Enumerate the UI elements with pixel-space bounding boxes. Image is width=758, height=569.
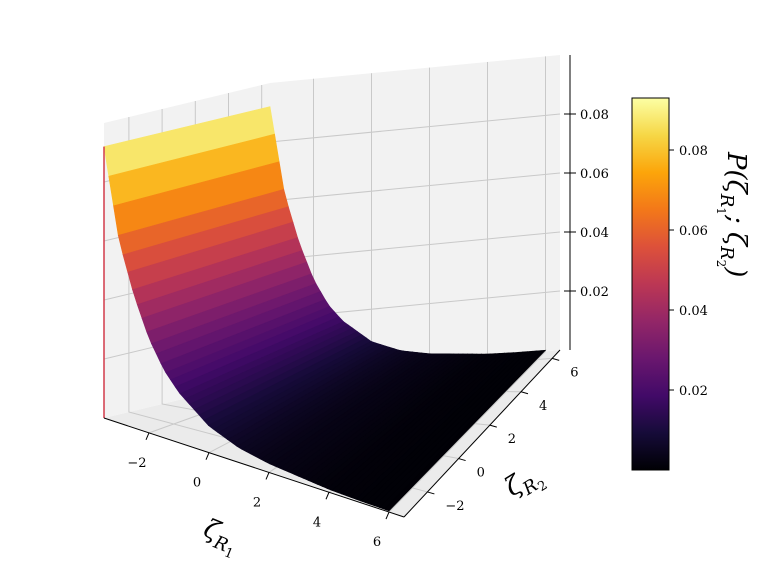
colorbar-ticks: 0.02 0.04 0.06 0.08 [669, 144, 708, 399]
x-tick-label: 6 [373, 535, 381, 550]
colorbar-tick-label: 0.04 [679, 304, 708, 319]
y-tick-label: 6 [570, 365, 578, 380]
y-tick-mark [520, 391, 529, 395]
y-tick-mark [458, 458, 466, 462]
colorbar: 0.02 0.04 0.06 0.08 [631, 97, 708, 471]
surface [103, 106, 547, 512]
y-tick-label: 4 [539, 399, 547, 414]
z-tick-label: 0.08 [580, 108, 609, 123]
surface-strip [383, 349, 547, 512]
x-tick-label: 4 [313, 515, 321, 530]
x-tick-mark [385, 511, 390, 520]
y-tick-label: 2 [508, 432, 516, 447]
tick-labels: −2 0 2 4 6 −2 0 2 4 6 0.02 0.04 0.06 0.08 [127, 108, 609, 550]
z-tick-label: 0.02 [580, 285, 609, 300]
x-tick-label: 2 [253, 495, 261, 510]
x-axis-label: ζR1 [196, 514, 244, 563]
z-tick-label: 0.06 [580, 167, 609, 182]
colorbar-tick-label: 0.02 [679, 384, 708, 399]
tick-marks [145, 113, 576, 520]
x-tick-mark [265, 472, 270, 480]
colorbar-label: P(ζR1; ζR2) [714, 151, 751, 277]
z-tick-label: 0.04 [580, 226, 609, 241]
y-axis-label: ζR2 [500, 458, 551, 509]
y-axis-line [403, 349, 561, 518]
x-tick-label: 0 [193, 476, 201, 491]
x-axis-line [103, 417, 405, 518]
y-tick-label: 0 [477, 466, 485, 481]
grid-line-x [388, 56, 546, 513]
x-tick-mark [145, 432, 150, 441]
y-tick-mark [489, 424, 497, 428]
x-tick-mark [205, 452, 210, 460]
colorbar-gradient [631, 97, 670, 471]
colorbar-tick-label: 0.06 [679, 224, 708, 239]
x-tick-mark [325, 492, 330, 500]
y-tick-mark [552, 357, 560, 361]
y-tick-label: −2 [445, 499, 464, 514]
axis-lines [103, 55, 571, 518]
colorbar-tick-label: 0.08 [679, 144, 708, 159]
y-tick-mark [427, 491, 435, 495]
x-tick-label: −2 [127, 456, 146, 471]
